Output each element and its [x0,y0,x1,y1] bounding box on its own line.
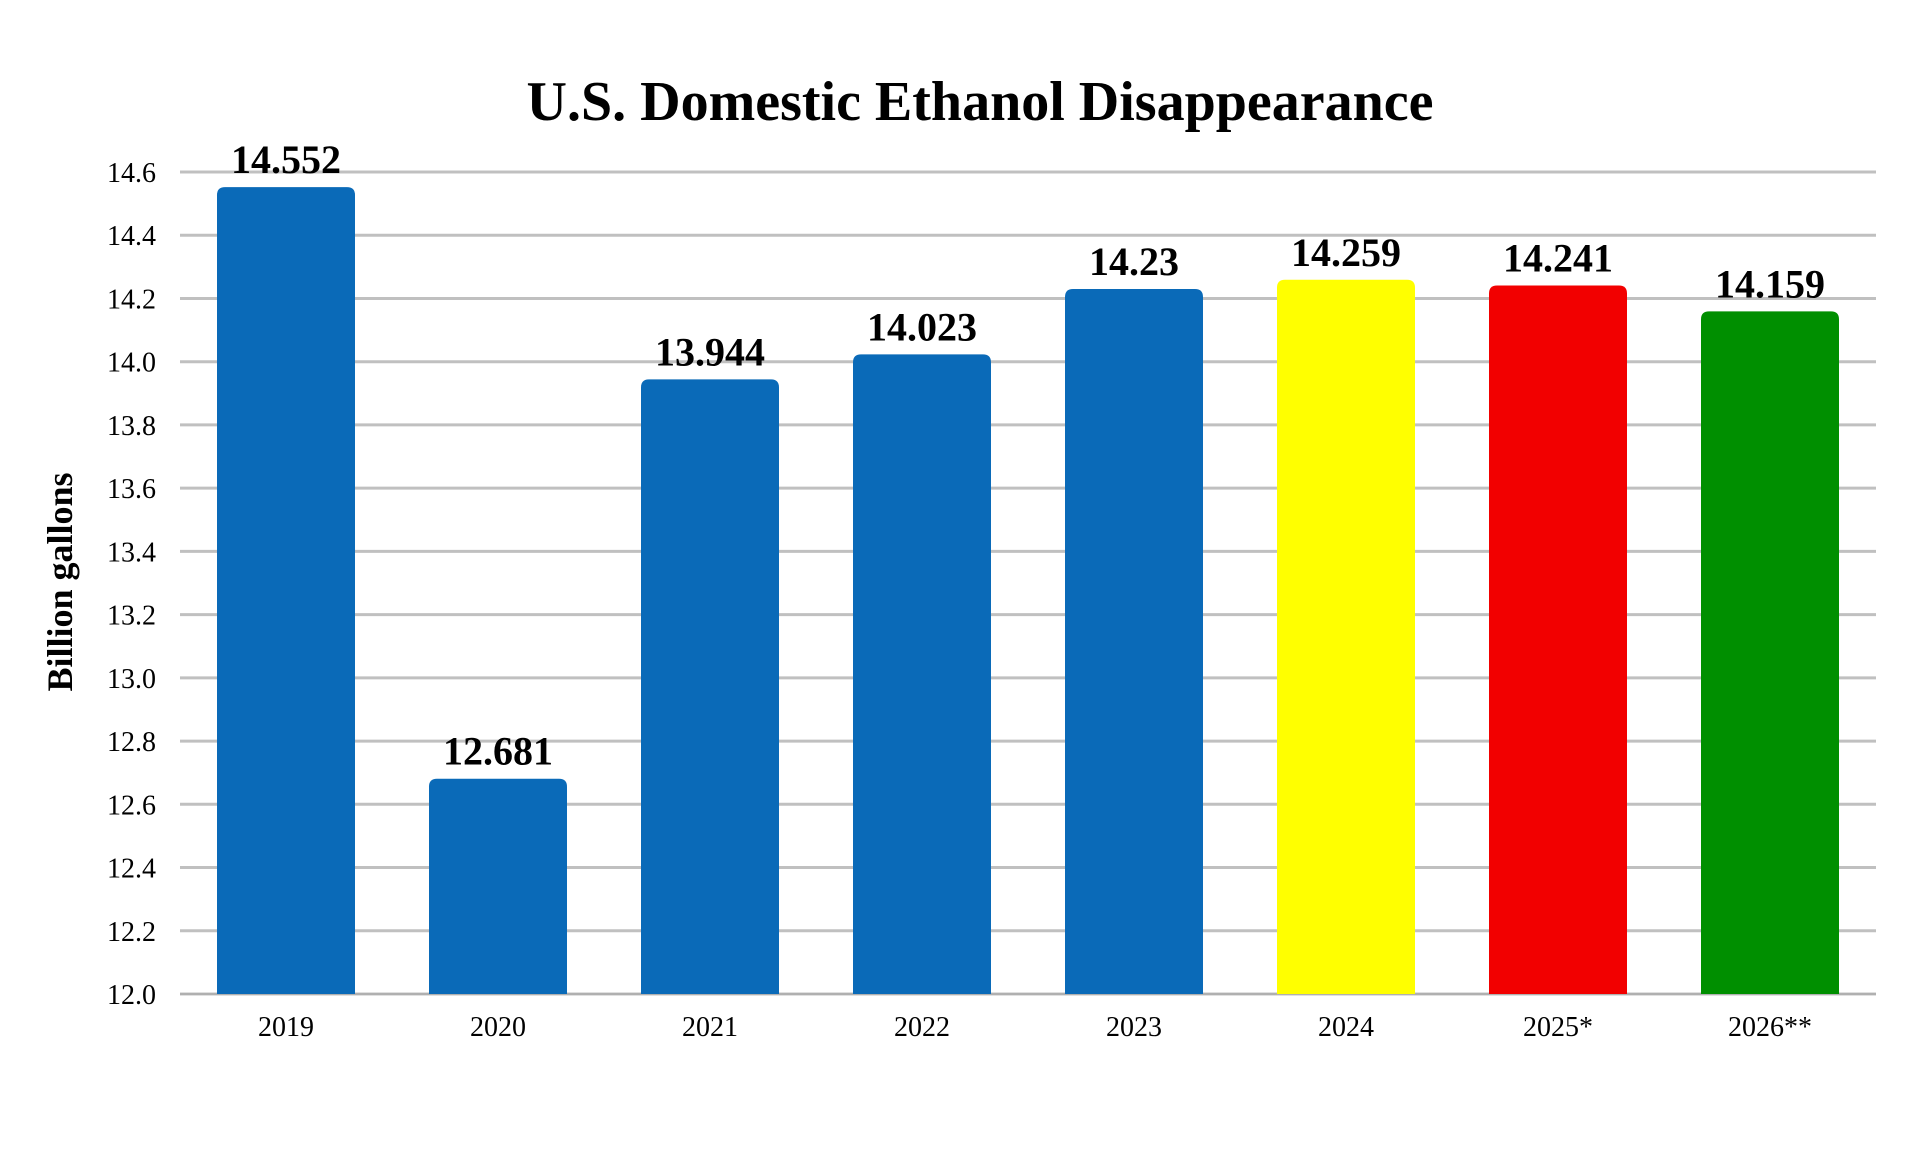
y-tick-label: 12.2 [107,917,156,948]
y-tick-label: 13.4 [107,537,156,568]
data-label: 14.552 [231,137,341,182]
bar-2023 [1065,288,1203,994]
data-labels: 14.552 12.681 13.944 14.023 14.23 14.259 14.24… [231,137,1825,774]
bar-2020 [429,778,567,994]
bars [217,187,1839,995]
data-label: 14.159 [1715,261,1825,306]
data-label: 14.259 [1291,230,1401,275]
bar-2019 [217,187,355,994]
bar-2026 [1701,311,1839,995]
x-axis-ticks: 2019 2020 2021 2022 2023 2024 2025* 2026** [258,1012,1812,1043]
y-tick-label: 14.2 [107,284,156,315]
bar-2024 [1277,279,1415,994]
data-label: 13.944 [655,329,765,374]
x-tick-label: 2021 [682,1012,738,1043]
bar-2025 [1489,285,1627,994]
y-tick-label: 13.2 [107,601,156,632]
y-tick-label: 12.8 [107,727,156,758]
x-tick-label: 2019 [258,1012,314,1043]
data-label: 14.23 [1089,239,1179,284]
y-tick-label: 12.4 [107,854,156,885]
y-axis-ticks: 12.0 12.2 12.4 12.6 12.8 13.0 13.2 13.4 13.6 13.8… [107,158,156,1011]
x-tick-label: 2024 [1318,1012,1374,1043]
y-tick-label: 12.6 [107,790,156,821]
y-tick-label: 13.6 [107,474,156,505]
x-tick-label: 2022 [894,1012,950,1043]
data-label: 12.681 [443,729,553,774]
chart-title: U.S. Domestic Ethanol Disappearance [526,71,1434,133]
x-tick-label: 2026** [1728,1012,1812,1043]
y-tick-label: 12.0 [107,980,156,1011]
data-label: 14.023 [867,304,977,349]
y-tick-label: 14.0 [107,348,156,379]
bar-2022 [853,354,991,994]
y-tick-label: 14.6 [107,158,156,189]
data-label: 14.241 [1503,235,1613,280]
x-tick-label: 2025* [1523,1012,1593,1043]
x-tick-label: 2023 [1106,1012,1162,1043]
y-tick-label: 13.0 [107,664,156,695]
y-tick-label: 13.8 [107,411,156,442]
x-tick-label: 2020 [470,1012,526,1043]
y-tick-label: 14.4 [107,221,156,252]
bar-2021 [641,379,779,994]
